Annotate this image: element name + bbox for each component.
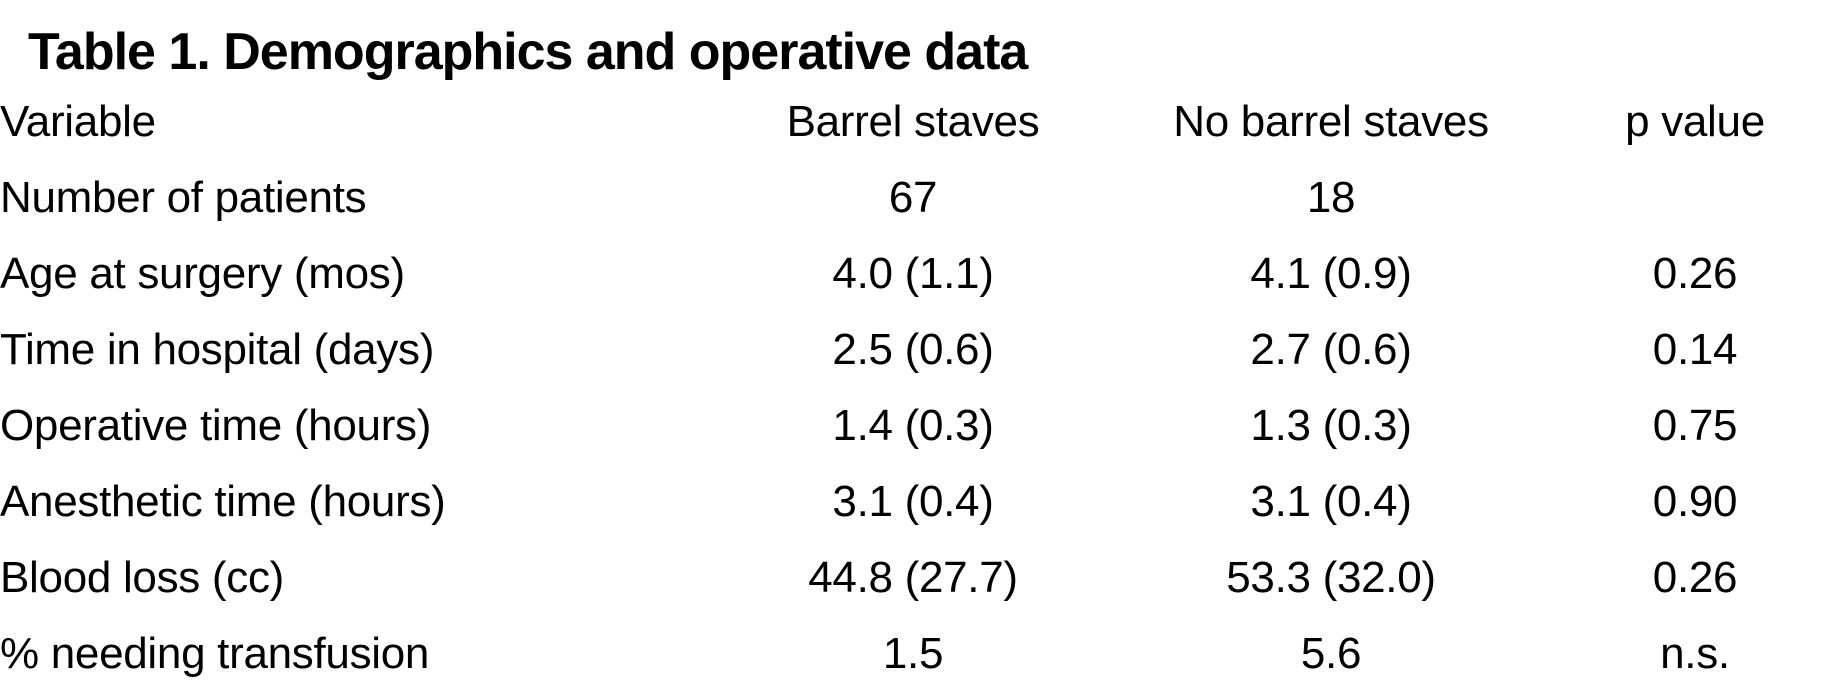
cell-no-barrel-staves: 2.7 (0.6) [1250,325,1412,374]
table-row: Age at surgery (mos) 4.0 (1.1) 4.1 (0.9)… [0,236,1842,312]
col-header-variable: Variable [0,97,156,146]
cell-variable: % needing transfusion [0,629,430,678]
col-header-barrel-staves: Barrel staves [786,97,1040,146]
col-header-p-value: p value [1625,97,1765,146]
cell-barrel-staves: 44.8 (27.7) [808,553,1018,602]
table-row: Blood loss (cc) 44.8 (27.7) 53.3 (32.0) … [0,540,1842,616]
cell-variable: Number of patients [0,173,367,222]
cell-barrel-staves: 2.5 (0.6) [832,325,994,374]
cell-no-barrel-staves: 18 [1306,173,1356,222]
cell-variable: Operative time (hours) [0,401,432,450]
table-title: Table 1. Demographics and operative data [28,23,1028,81]
cell-p-value: 0.14 [1652,325,1738,374]
cell-barrel-staves: 3.1 (0.4) [832,477,994,526]
demographics-table: Variable Barrel staves No barrel staves … [0,84,1842,692]
table-row: Number of patients 67 18 [0,160,1842,236]
table-row: Time in hospital (days) 2.5 (0.6) 2.7 (0… [0,312,1842,388]
cell-p-value: 0.75 [1652,401,1738,450]
cell-p-value: 0.26 [1652,553,1738,602]
cell-barrel-staves: 1.5 [882,629,944,678]
col-header-no-barrel-staves: No barrel staves [1173,97,1489,146]
cell-no-barrel-staves: 4.1 (0.9) [1250,249,1412,298]
cell-barrel-staves: 1.4 (0.3) [832,401,994,450]
cell-no-barrel-staves: 5.6 [1300,629,1362,678]
cell-no-barrel-staves: 1.3 (0.3) [1250,401,1412,450]
table-row: % needing transfusion 1.5 5.6 n.s. [0,616,1842,692]
cell-variable: Age at surgery (mos) [0,249,405,298]
header-row: Variable Barrel staves No barrel staves … [0,84,1842,160]
cell-variable: Anesthetic time (hours) [0,477,446,526]
cell-no-barrel-staves: 3.1 (0.4) [1250,477,1412,526]
cell-barrel-staves: 4.0 (1.1) [832,249,994,298]
table-row: Anesthetic time (hours) 3.1 (0.4) 3.1 (0… [0,464,1842,540]
cell-p-value: 0.90 [1652,477,1738,526]
cell-no-barrel-staves: 53.3 (32.0) [1226,553,1436,602]
cell-variable: Time in hospital (days) [0,325,435,374]
cell-p-value [1548,160,1842,236]
cell-p-value: 0.26 [1652,249,1738,298]
cell-barrel-staves: 67 [888,173,938,222]
cell-variable: Blood loss (cc) [0,553,285,602]
cell-p-value: n.s. [1660,629,1730,678]
table-row: Operative time (hours) 1.4 (0.3) 1.3 (0.… [0,388,1842,464]
